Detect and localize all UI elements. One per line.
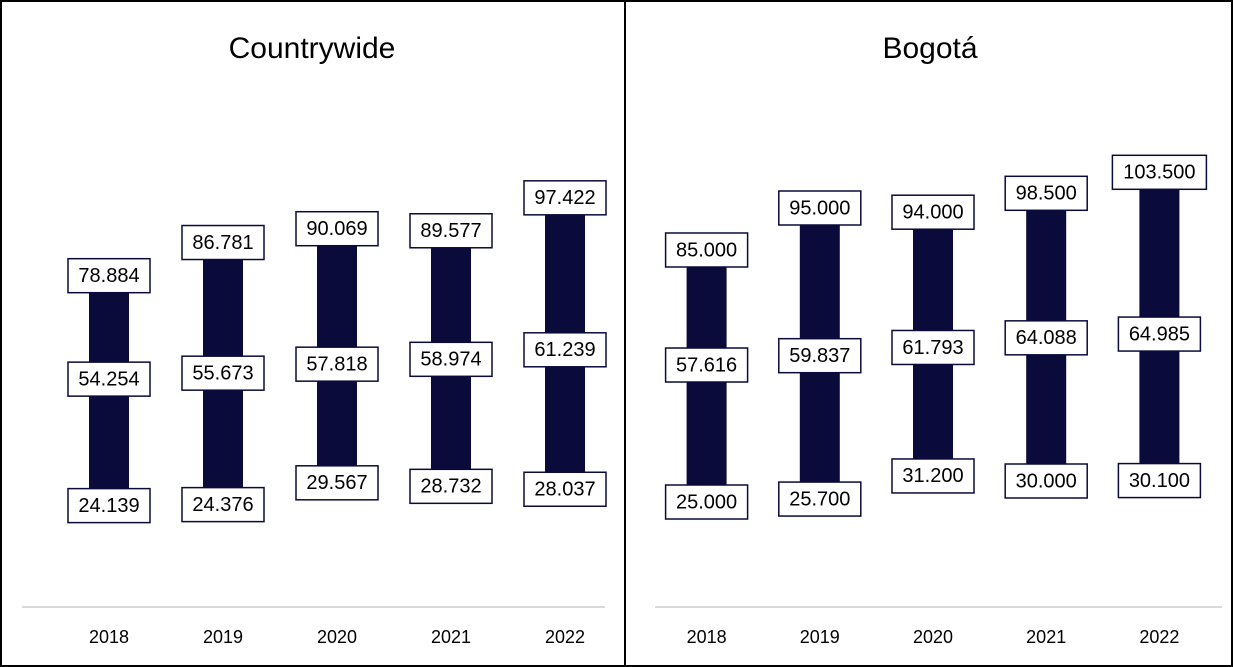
x-tick-label: 2019 [203,627,243,647]
x-tick-label: 2021 [431,627,471,647]
value-label-box [891,458,975,494]
value-label-box [67,361,151,397]
value-label-box [409,213,493,249]
value-label: 89.577 [420,220,481,242]
value-label-box [778,481,862,517]
value-label: 61.239 [534,339,595,361]
value-label: 29.567 [306,472,367,494]
x-tick-label: 2021 [1026,627,1066,647]
value-label: 85.000 [676,239,737,261]
x-tick-label: 2018 [687,627,727,647]
value-label-box [891,194,975,230]
value-label-box [409,468,493,505]
value-label-box [67,487,151,524]
value-label-box [523,471,607,507]
value-label: 98.500 [1016,183,1077,205]
value-label: 55.673 [192,362,253,384]
value-label: 57.818 [306,353,367,375]
value-label-box [523,332,607,368]
value-label-box [1004,320,1088,356]
value-label-box [778,190,862,226]
value-label-box [1111,154,1208,191]
value-label-box [67,257,151,294]
value-label: 24.376 [192,494,253,516]
value-label-box [295,346,379,382]
value-label-box [295,210,379,247]
value-label-box [295,465,379,501]
value-label: 58.974 [420,349,481,371]
value-label: 94.000 [902,201,963,223]
x-tick-label: 2022 [1139,627,1179,647]
value-label-box [778,337,862,374]
value-label: 54.254 [78,368,139,390]
value-label: 97.422 [534,187,595,209]
value-label: 78.884 [78,265,139,287]
value-label: 24.139 [78,495,139,517]
x-tick-label: 2019 [800,627,840,647]
value-label: 25.700 [789,488,850,510]
x-tick-label: 2022 [545,627,585,647]
value-label: 28.732 [420,476,481,498]
value-label: 61.793 [902,337,963,359]
value-label-box [181,486,265,523]
value-label: 59.837 [789,345,850,367]
chart-title: Countrywide [229,32,396,65]
x-tick-label: 2020 [317,627,357,647]
value-label: 25.000 [676,491,737,513]
value-label-box [1117,316,1202,352]
chart-title: Bogotá [882,32,977,65]
value-label-box [1117,462,1202,499]
value-label-box [664,484,749,520]
value-label: 64.985 [1129,323,1190,345]
value-label: 64.088 [1016,327,1077,349]
value-label: 57.616 [676,354,737,376]
value-label: 31.200 [902,465,963,487]
x-tick-label: 2018 [89,627,129,647]
value-label-box [1004,175,1088,212]
value-label-box [891,329,975,366]
value-label: 30.100 [1129,470,1190,492]
value-label-box [181,224,265,261]
x-tick-label: 2020 [913,627,953,647]
value-label-box [409,341,493,378]
value-label: 90.069 [306,218,367,240]
value-label-box [664,232,749,268]
value-label: 30.000 [1016,470,1077,492]
value-label: 28.037 [534,479,595,501]
value-label-box [523,180,607,216]
value-label-box [664,347,749,383]
value-label: 103.500 [1123,162,1195,184]
value-label: 95.000 [789,197,850,219]
value-label: 86.781 [192,232,253,254]
value-label-box [181,355,265,391]
value-label-box [1004,463,1088,499]
